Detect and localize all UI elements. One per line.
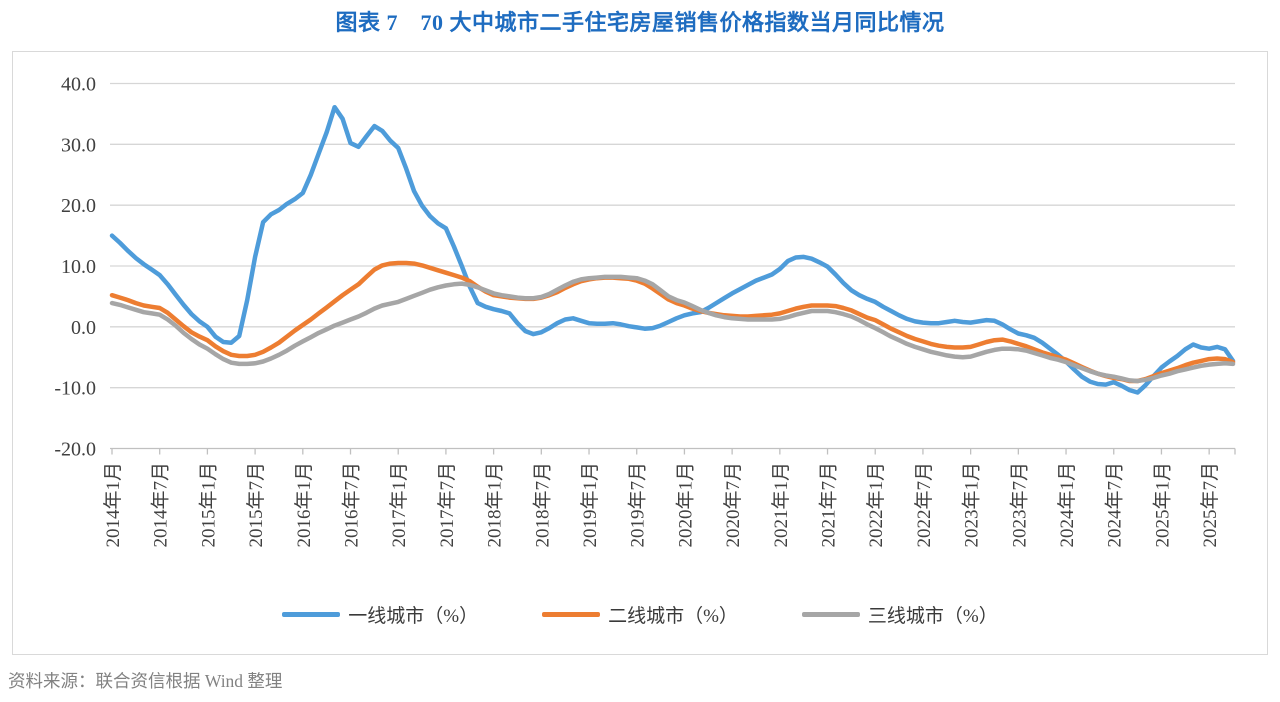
legend-item-second-tier: 二线城市（%） (542, 601, 738, 628)
first-tier-series-line (109, 104, 1236, 395)
chart-title: 图表 7 70 大中城市二手住宅房屋销售价格指数当月同比情况 (335, 10, 945, 35)
legend-label-second-tier: 二线城市（%） (608, 606, 738, 627)
third-tier-series-line (109, 274, 1236, 384)
y-axis-label: 40.0 (61, 74, 96, 96)
x-axis-label: 2024年1月 (1056, 462, 1078, 548)
x-axis-label: 2025年7月 (1199, 462, 1221, 548)
x-axis-label: 2018年7月 (531, 462, 553, 548)
x-axis-label: 2020年1月 (674, 462, 696, 548)
x-axis-label: 2018年1月 (484, 462, 506, 548)
source-note: 资料来源：联合资信根据 Wind 整理 (8, 671, 283, 691)
x-axis-label: 2014年7月 (150, 462, 172, 548)
legend-label-first-tier: 一线城市（%） (348, 606, 479, 627)
legend-item-first-tier: 一线城市（%） (282, 601, 478, 628)
y-axis-label: -20.0 (54, 439, 96, 461)
second-tier-series-line (109, 260, 1236, 384)
x-axis-label: 2015年1月 (197, 462, 219, 548)
x-axis-label: 2023年1月 (961, 462, 983, 548)
y-axis-label: 0.0 (71, 317, 96, 339)
x-axis-label: 2023年7月 (1008, 462, 1030, 548)
y-axis-label: -10.0 (54, 378, 96, 400)
x-axis-label: 2019年1月 (579, 462, 601, 548)
x-axis-label: 2016年1月 (293, 462, 315, 548)
x-axis-label: 2014年1月 (102, 462, 124, 548)
x-axis-label: 2019年7月 (627, 462, 649, 548)
y-axis-label: 20.0 (61, 195, 96, 217)
first-tier-line-swatch (282, 612, 341, 617)
x-axis-label: 2025年1月 (1151, 462, 1173, 548)
x-axis-label: 2022年1月 (865, 462, 887, 548)
second-tier-line-swatch (542, 612, 601, 617)
x-axis-label: 2015年7月 (245, 462, 267, 548)
x-axis-label: 2020年7月 (722, 462, 744, 548)
chart-frame-border (12, 51, 1268, 655)
x-axis-label: 2017年7月 (436, 462, 458, 548)
y-axis-label: 30.0 (61, 134, 96, 156)
x-axis-label: 2022年7月 (913, 462, 935, 548)
third-tier-line-swatch (801, 612, 860, 617)
y-axis-label: 10.0 (61, 256, 96, 278)
chart-legend: 一线城市（%） 二线城市（%） 三线城市（%） (12, 601, 1268, 628)
x-axis-label: 2024年7月 (1104, 462, 1126, 548)
x-axis-label: 2017年1月 (388, 462, 410, 548)
x-axis-label: 2021年7月 (818, 462, 840, 548)
legend-item-third-tier: 三线城市（%） (801, 601, 998, 628)
x-axis-label: 2016年7月 (341, 462, 363, 548)
legend-label-third-tier: 三线城市（%） (867, 606, 998, 627)
x-axis-label: 2021年1月 (770, 462, 792, 548)
